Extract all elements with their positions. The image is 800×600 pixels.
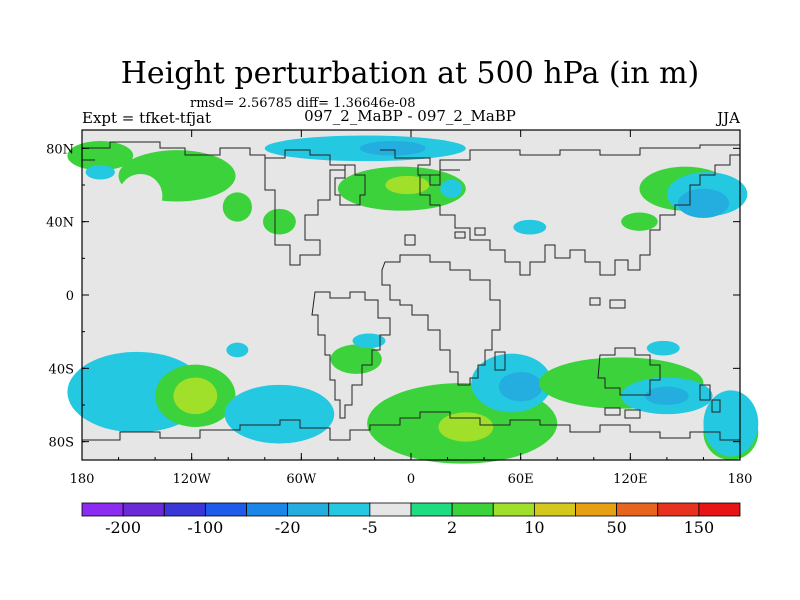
y-tick-label-4: 80S: [49, 436, 74, 451]
y-tick-label-2: 0: [66, 289, 74, 304]
colorbar-box-4: [246, 502, 289, 517]
x-axis: 180 120W 60W 0 60E 120E 180: [70, 130, 753, 487]
colorbar-box-10: [492, 502, 535, 517]
colorbar-box-11: [533, 502, 576, 517]
y-axis: 80N 40N 0 40S 80S: [46, 142, 740, 451]
contour-region-19: [226, 342, 249, 358]
colorbar-label-6: 50: [606, 518, 626, 537]
y-tick-label-0: 80N: [46, 142, 74, 157]
x-tick-label-0: 180: [70, 472, 95, 487]
colorbar-box-8: [410, 502, 453, 517]
contour-region-3: [262, 208, 296, 235]
colorbar-label-5: 10: [524, 518, 544, 537]
contour-region-30: [646, 340, 680, 356]
colorbar-box-2: [163, 502, 206, 517]
x-tick-label-2: 60W: [286, 472, 317, 487]
colorbar-box-14: [657, 502, 700, 517]
x-tick-label-4: 60E: [508, 472, 534, 487]
colorbar-box-1: [122, 502, 165, 517]
contour-region-2: [222, 192, 252, 222]
colorbar-box-3: [204, 502, 247, 517]
colorbar-label-2: -20: [275, 518, 301, 537]
colorbar: -200 -100 -20 -5 2 10 50 150: [81, 502, 741, 537]
x-tick-label-6: 180: [728, 472, 753, 487]
colorbar-label-1: -100: [187, 518, 223, 537]
colorbar-box-13: [616, 502, 659, 517]
y-tick-label-3: 40S: [49, 362, 74, 377]
contour-region-15: [677, 188, 730, 218]
colorbar-box-12: [575, 502, 618, 517]
colorbar-box-5: [287, 502, 330, 517]
x-tick-label-5: 120E: [613, 472, 647, 487]
left-string: Expt = tfket-tfjat: [82, 109, 211, 127]
contour-region-26: [498, 372, 543, 402]
x-tick-label-1: 120W: [173, 472, 212, 487]
chart-title: Height perturbation at 500 hPa (in m): [121, 56, 699, 91]
contour-region-21: [330, 344, 382, 374]
stats-text: rmsd= 2.56785 diff= 1.36646e-08: [190, 96, 416, 111]
contour-region-7: [621, 212, 658, 231]
x-tick-label-3: 0: [407, 472, 415, 487]
contour-region-29: [644, 386, 689, 406]
colorbar-label-0: -200: [105, 518, 141, 537]
y-tick-label-1: 40N: [46, 216, 74, 231]
contour-region-5: [385, 175, 430, 195]
plot-area: [67, 129, 759, 464]
right-string: JJA: [715, 109, 740, 127]
colorbar-box-0: [81, 502, 124, 517]
contour-region-24: [438, 412, 494, 442]
contour-region-18: [173, 377, 218, 415]
coastlines: [81, 141, 741, 441]
colorbar-box-9: [451, 502, 494, 517]
colorbar-box-15: [698, 502, 741, 517]
contour-region-13: [513, 219, 547, 235]
contour-region-9: [85, 164, 115, 180]
colorbar-box-7: [369, 502, 412, 517]
contour-region-11: [359, 141, 426, 156]
colorbar-label-4: 2: [447, 518, 457, 537]
contour-region-22: [352, 333, 386, 349]
contour-region-8: [118, 174, 163, 218]
contour-region-32: [703, 390, 759, 457]
colorbar-label-3: -5: [362, 518, 378, 537]
colorbar-box-6: [328, 502, 371, 517]
center-string: 097_2_MaBP - 097_2_MaBP: [304, 107, 516, 125]
contour-region-20: [224, 384, 335, 444]
contour-region-12: [440, 179, 463, 198]
colorbar-label-7: 150: [684, 518, 715, 537]
